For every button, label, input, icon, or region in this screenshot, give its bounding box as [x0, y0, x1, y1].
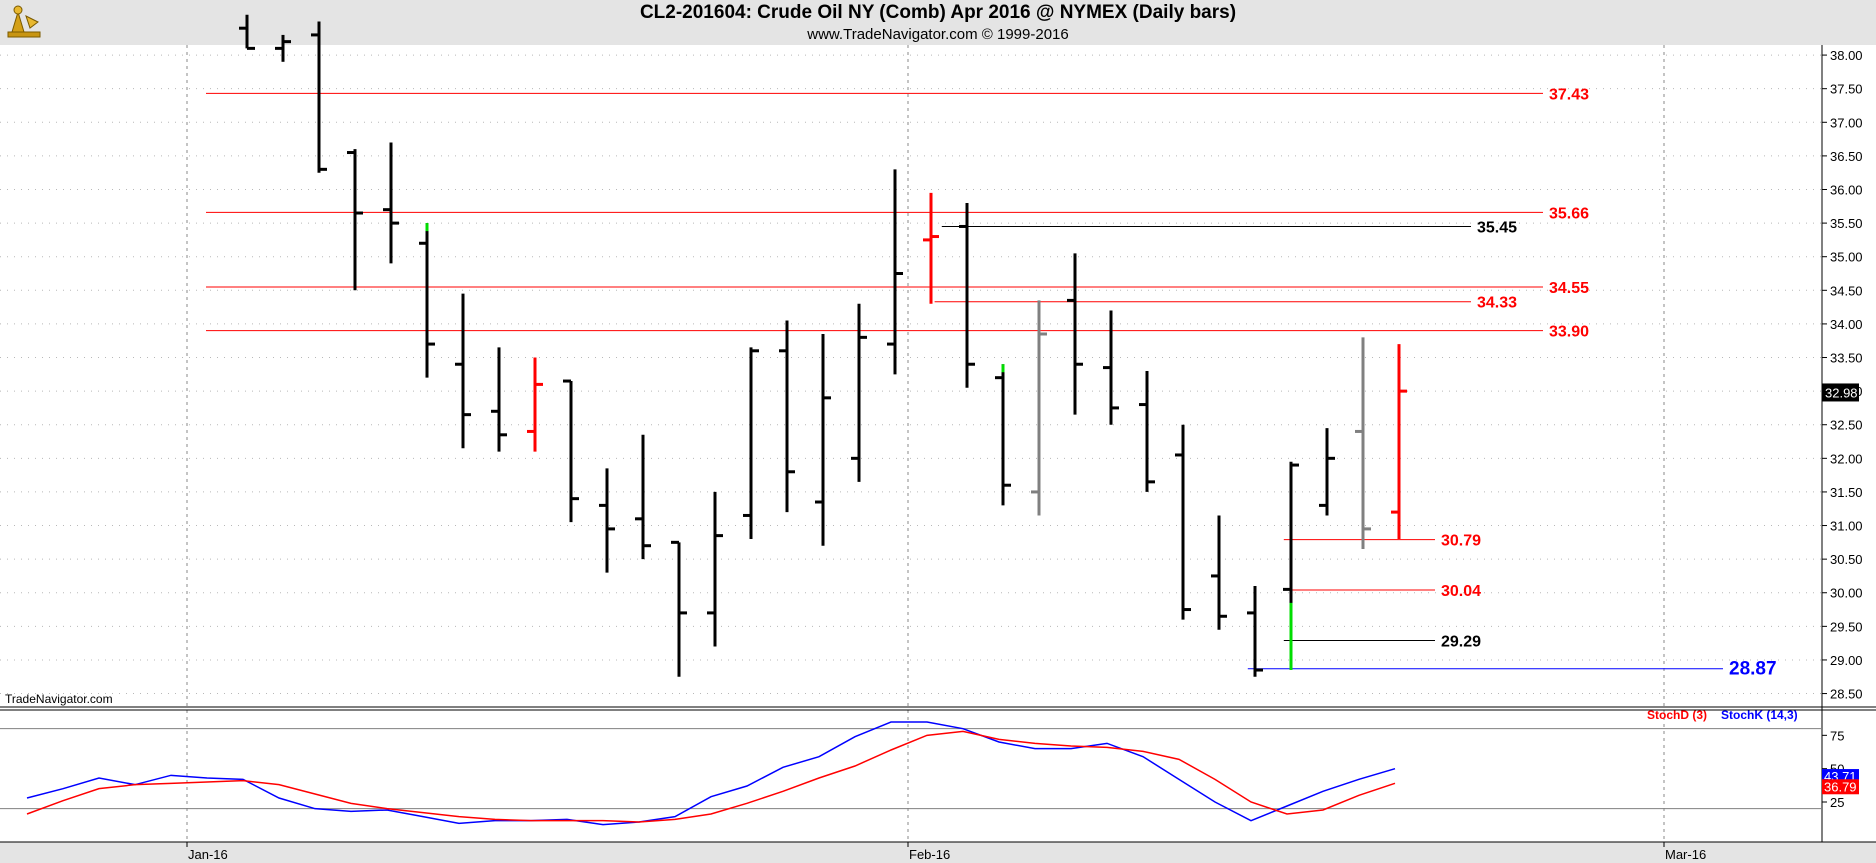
price-bar [887, 169, 903, 375]
date-tick-label: Mar-16 [1665, 847, 1706, 862]
last-price-marker [1822, 383, 1859, 402]
price-level-lines: 37.43 35.66 35.45 34.55 34.33 33.90 30.79 30.04… [206, 86, 1777, 680]
price-bar [707, 491, 723, 647]
price-tick-label: 36.50 [1830, 149, 1863, 164]
price-level-label: 34.55 [1549, 280, 1589, 297]
price-bar [1031, 300, 1047, 516]
price-bar [1175, 424, 1191, 620]
stochastic-tick-label: 25 [1830, 795, 1844, 810]
price-tick-label: 32.50 [1830, 418, 1863, 433]
watermark: TradeNavigator.com [5, 692, 113, 706]
price-level-label: 30.04 [1441, 583, 1481, 600]
price-bar [239, 14, 255, 50]
price-tick-label: 34.00 [1830, 317, 1863, 332]
chart-title: CL2-201604: Crude Oil NY (Comb) Apr 2016… [639, 2, 1237, 23]
price-bar [491, 347, 507, 452]
price-tick-label: 29.50 [1830, 619, 1863, 634]
stoch-d-last-label: 36.79 [1824, 779, 1857, 794]
price-level-label: 37.43 [1549, 86, 1589, 103]
stochastic-series-line [26, 730, 1396, 823]
stochastic-panel [0, 721, 1822, 826]
price-bar [1211, 515, 1227, 630]
price-bar [599, 468, 615, 573]
stochastic-series-line [26, 721, 1396, 826]
price-bar [1247, 586, 1263, 677]
axis-background [1822, 45, 1876, 842]
date-axis: Jan-16 Feb-16 Mar-16 [0, 842, 1876, 863]
price-bar [1391, 344, 1407, 539]
chart-subtitle: www.TradeNavigator.com © 1999-2016 [807, 26, 1069, 43]
stochastic-tick-label: 75 [1830, 728, 1844, 743]
price-tick-label: 30.50 [1830, 552, 1863, 567]
price-bar [1283, 461, 1299, 671]
stoch-d-last-marker [1822, 779, 1859, 795]
price-bar [671, 540, 687, 677]
date-axis-background [0, 842, 1876, 863]
price-bar [1319, 428, 1335, 516]
price-bar [1067, 253, 1083, 415]
price-bar [995, 364, 1011, 506]
price-bar [527, 357, 543, 452]
price-level-label: 33.90 [1549, 324, 1589, 341]
last-price-label: 32.98 [1825, 385, 1858, 400]
price-bars [239, 14, 1407, 677]
price-tick-label: 35.50 [1830, 216, 1863, 231]
price-tick-label: 31.00 [1830, 519, 1863, 534]
price-bar [419, 223, 435, 378]
price-tick-label: 29.00 [1830, 653, 1863, 668]
price-bar [635, 434, 651, 560]
price-bar [923, 192, 939, 304]
legend-stoch-d: StochD (3) [1647, 708, 1707, 722]
price-bar [563, 379, 579, 523]
chart-header: CL2-201604: Crude Oil NY (Comb) Apr 2016… [0, 0, 1876, 45]
price-tick-label: 33.50 [1830, 351, 1863, 366]
price-bar [959, 202, 975, 388]
price-tick-label: 35.00 [1830, 250, 1863, 265]
price-bar [1355, 337, 1371, 550]
date-tick-label: Jan-16 [188, 847, 228, 862]
price-tick-label: 32.00 [1830, 451, 1863, 466]
price-level-label: 35.66 [1549, 205, 1589, 222]
price-tick-label: 37.00 [1830, 115, 1863, 130]
price-level-label: 35.45 [1477, 219, 1517, 236]
price-bar [275, 34, 291, 62]
price-bar [311, 21, 327, 173]
price-bar [815, 333, 831, 546]
price-tick-label: 34.50 [1830, 283, 1863, 298]
price-bar [779, 320, 795, 513]
price-tick-label: 31.50 [1830, 485, 1863, 500]
price-grid [0, 45, 1822, 842]
price-bar [851, 303, 867, 482]
price-level-label: 34.33 [1477, 295, 1517, 312]
panel-frame [0, 706, 1876, 843]
price-bar [455, 293, 471, 449]
price-bar [383, 142, 399, 264]
price-tick-label: 28.50 [1830, 687, 1863, 702]
stochastic-legend: StochD (3) StochK (14,3) [1647, 708, 1798, 722]
trade-navigator-logo-icon [7, 5, 41, 38]
price-tick-label: 36.00 [1830, 182, 1863, 197]
price-bar [1103, 310, 1119, 425]
price-tick-label: 38.00 [1830, 48, 1863, 63]
date-tick-label: Feb-16 [909, 847, 950, 862]
price-level-label: 29.29 [1441, 633, 1481, 650]
price-bar [347, 149, 363, 291]
legend-stoch-k: StochK (14,3) [1721, 708, 1798, 722]
price-tick-label: 37.50 [1830, 82, 1863, 97]
price-level-label: 28.87 [1729, 659, 1777, 680]
price-level-label: 30.79 [1441, 533, 1481, 550]
price-bar [1139, 370, 1155, 492]
price-bar [743, 347, 759, 539]
price-axis: 28.50 29.00 29.50 30.00 30.50 31.00 31.50 32.00… [1821, 45, 1876, 842]
price-tick-label: 30.00 [1830, 586, 1863, 601]
